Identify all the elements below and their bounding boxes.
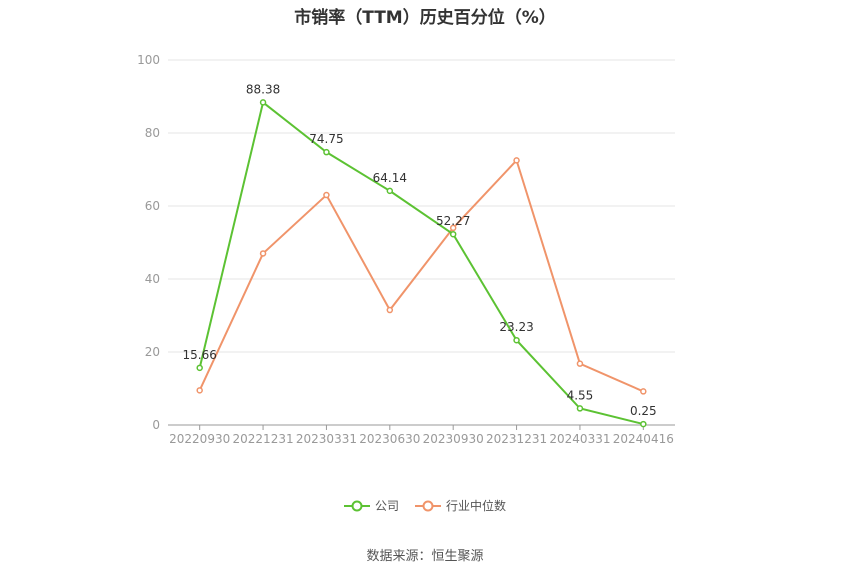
- legend: 公司 行业中位数: [0, 497, 850, 514]
- data-label: 52.27: [436, 214, 470, 228]
- data-point-industry: [640, 388, 647, 395]
- data-label: 23.23: [499, 320, 533, 334]
- data-label: 88.38: [246, 82, 280, 96]
- data-point-company: [640, 420, 647, 428]
- x-tick-label: 20240331: [549, 432, 610, 446]
- data-point-company: [386, 187, 394, 195]
- x-tick-label: 20220930: [169, 432, 230, 446]
- data-label: 74.75: [309, 132, 343, 146]
- y-tick-label: 60: [145, 199, 160, 213]
- x-tick-label: 20231231: [486, 432, 547, 446]
- chart-title: 市销率（TTM）历史百分位（%）: [294, 8, 556, 28]
- legend-industry-label: 行业中位数: [446, 499, 507, 513]
- x-tick-label: 20230331: [296, 432, 357, 446]
- x-tick-label: 20230630: [359, 432, 420, 446]
- data-label: 64.14: [373, 171, 407, 185]
- data-point-company: [196, 364, 203, 372]
- data-point-company: [449, 230, 457, 238]
- series-line-company: [198, 100, 644, 426]
- x-tick-label: 20221231: [233, 432, 294, 446]
- y-tick-label: 80: [145, 126, 160, 140]
- series-line-industry: [198, 158, 644, 393]
- data-point-company: [259, 99, 267, 106]
- legend-company-marker-icon: [343, 500, 370, 511]
- data-point-company: [323, 148, 330, 156]
- data-point-industry: [576, 360, 584, 367]
- y-tick-label: 100: [137, 53, 160, 67]
- data-source: 数据来源：恒生聚源: [366, 549, 484, 564]
- data-point-company: [576, 405, 584, 412]
- data-label: 4.55: [567, 388, 594, 402]
- x-tick-label: 20230930: [423, 432, 484, 446]
- data-point-industry: [449, 224, 457, 232]
- y-tick-label: 0: [152, 418, 160, 432]
- legend-item-industry[interactable]: 行业中位数: [415, 497, 506, 514]
- data-point-company: [513, 336, 520, 344]
- data-label: 0.25: [630, 404, 657, 418]
- y-tick-label: 20: [145, 345, 160, 359]
- legend-industry-marker-icon: [415, 500, 441, 511]
- y-tick-label: 40: [145, 272, 160, 286]
- data-point-industry: [196, 387, 203, 394]
- legend-item-company[interactable]: 公司: [343, 497, 399, 514]
- data-point-industry: [323, 191, 330, 199]
- data-point-industry: [513, 157, 520, 164]
- data-label: 15.66: [183, 348, 217, 362]
- data-point-industry: [386, 306, 394, 314]
- legend-company-label: 公司: [374, 499, 399, 513]
- x-tick-label: 20240416: [613, 432, 674, 446]
- data-point-industry: [259, 250, 267, 257]
